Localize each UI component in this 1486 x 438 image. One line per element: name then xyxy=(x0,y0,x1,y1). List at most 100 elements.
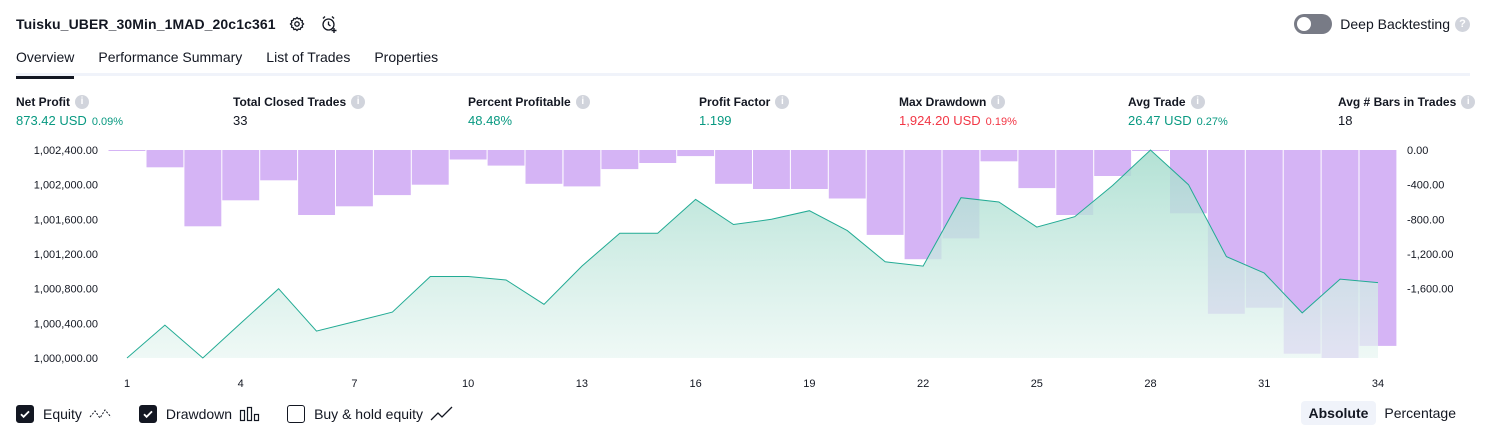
deep-backtesting-label: Deep Backtesting xyxy=(1340,16,1450,32)
alarm-clock-plus-icon[interactable] xyxy=(318,13,340,35)
tab-overview[interactable]: Overview xyxy=(16,46,74,76)
equity-tick-label: 1,002,400.00 xyxy=(34,145,98,157)
drawdown-tick-label: -800.00 xyxy=(1407,214,1444,226)
metric-total-closed-trades: Total Closed Trades i 33 xyxy=(233,94,365,128)
help-icon[interactable]: i xyxy=(576,95,590,109)
checkbox-label: Buy & hold equity xyxy=(314,406,423,422)
metric-percent: 0.19% xyxy=(986,116,1017,128)
help-icon[interactable]: i xyxy=(75,95,89,109)
metric-value: 26.47 USD xyxy=(1128,113,1192,128)
help-icon[interactable]: ? xyxy=(1455,17,1470,32)
toggle-knob xyxy=(1297,17,1311,31)
buy-hold-checkbox[interactable]: Buy & hold equity xyxy=(287,405,454,423)
x-tick-label: 7 xyxy=(351,378,357,390)
x-tick-label: 4 xyxy=(238,378,244,390)
drawdown-bar xyxy=(1018,150,1055,188)
metric-max-drawdown: Max Drawdown i 1,924.20 USD 0.19% xyxy=(899,94,1017,128)
x-tick-label: 1 xyxy=(124,378,130,390)
drawdown-bar xyxy=(753,150,790,189)
drawdown-bar xyxy=(564,150,601,186)
drawdown-bar xyxy=(981,150,1018,161)
drawdown-tick-label: 0.00 xyxy=(1407,145,1428,157)
drawdown-bar xyxy=(450,150,487,160)
drawdown-bar xyxy=(715,150,752,184)
tab-performance-summary[interactable]: Performance Summary xyxy=(98,46,242,76)
drawdown-bar xyxy=(677,150,714,156)
drawdown-bar xyxy=(298,150,335,215)
metric-percent: 0.09% xyxy=(92,116,123,128)
drawdown-bar xyxy=(412,150,449,185)
metric-label: Max Drawdown xyxy=(899,95,986,109)
percentage-button[interactable]: Percentage xyxy=(1376,401,1464,425)
equity-checkbox[interactable]: Equity xyxy=(16,405,113,423)
scale-toggle: Absolute Percentage xyxy=(1301,401,1465,425)
drawdown-bar xyxy=(109,150,146,151)
checkbox-label: Drawdown xyxy=(166,406,232,422)
drawdown-tick-label: -400.00 xyxy=(1407,180,1444,192)
equity-drawdown-chart[interactable]: 1,002,400.00 1,002,000.00 1,001,600.00 1,00… xyxy=(0,140,1486,395)
report-tabs: Overview Performance Summary List of Tra… xyxy=(16,46,1470,76)
strategy-name: Tuisku_UBER_30Min_1MAD_20c1c361 xyxy=(16,16,276,32)
equity-y-axis: 1,002,400.00 1,002,000.00 1,001,600.00 1,00… xyxy=(34,145,98,365)
metric-label: Net Profit xyxy=(16,95,70,109)
checkbox-box[interactable] xyxy=(287,405,305,423)
metric-value: 873.42 USD xyxy=(16,113,87,128)
trade-x-axis: 1 4 7 10 13 16 19 22 25 28 31 34 xyxy=(124,378,1384,390)
drawdown-bar xyxy=(488,150,525,166)
strategy-header: Tuisku_UBER_30Min_1MAD_20c1c361 xyxy=(16,12,340,36)
equity-tick-label: 1,000,000.00 xyxy=(34,353,98,365)
help-icon[interactable]: i xyxy=(991,95,1005,109)
metric-value: 33 xyxy=(233,113,247,128)
drawdown-checkbox[interactable]: Drawdown xyxy=(139,405,261,423)
drawdown-bar xyxy=(147,150,184,167)
drawdown-bar xyxy=(222,150,259,200)
buy-hold-line-icon xyxy=(430,406,454,422)
deep-backtesting-toggle[interactable] xyxy=(1294,14,1332,34)
checkbox-box[interactable] xyxy=(16,405,34,423)
x-tick-label: 25 xyxy=(1031,378,1043,390)
drawdown-y-axis: 0.00 -400.00 -800.00 -1,200.00 -1,600.00 xyxy=(1407,145,1453,296)
drawdown-bar xyxy=(639,150,676,163)
x-tick-label: 34 xyxy=(1372,378,1384,390)
metric-label: Profit Factor xyxy=(699,95,770,109)
equity-line-icon xyxy=(89,406,113,422)
x-tick-label: 16 xyxy=(690,378,702,390)
absolute-button[interactable]: Absolute xyxy=(1301,401,1377,425)
drawdown-bar xyxy=(1056,150,1093,215)
deep-backtesting: Deep Backtesting ? xyxy=(1294,12,1470,36)
x-tick-label: 10 xyxy=(462,378,474,390)
x-tick-label: 19 xyxy=(803,378,815,390)
help-icon[interactable]: i xyxy=(1461,95,1475,109)
x-tick-label: 31 xyxy=(1258,378,1270,390)
checkbox-box[interactable] xyxy=(139,405,157,423)
drawdown-bar xyxy=(184,150,221,226)
drawdown-tick-label: -1,600.00 xyxy=(1407,284,1453,296)
chart-legend: Equity Drawdown Buy & hold equity xyxy=(16,403,480,425)
help-icon[interactable]: i xyxy=(351,95,365,109)
tab-properties[interactable]: Properties xyxy=(374,46,438,76)
metric-profit-factor: Profit Factor i 1.199 xyxy=(699,94,789,128)
metric-value: 1.199 xyxy=(699,113,732,128)
equity-tick-label: 1,001,600.00 xyxy=(34,214,98,226)
metric-value: 48.48% xyxy=(468,113,512,128)
x-tick-label: 22 xyxy=(917,378,929,390)
drawdown-bars-icon xyxy=(239,406,261,422)
metric-percent-profitable: Percent Profitable i 48.48% xyxy=(468,94,590,128)
drawdown-bar xyxy=(601,150,638,169)
metric-value: 18 xyxy=(1338,113,1352,128)
equity-tick-label: 1,000,400.00 xyxy=(34,318,98,330)
drawdown-bar xyxy=(867,150,904,235)
metric-label: Avg Trade xyxy=(1128,95,1186,109)
metric-avg-trade: Avg Trade i 26.47 USD 0.27% xyxy=(1128,94,1228,128)
metric-value: 1,924.20 USD xyxy=(899,113,981,128)
gear-icon[interactable] xyxy=(286,13,308,35)
help-icon[interactable]: i xyxy=(1191,95,1205,109)
equity-tick-label: 1,001,200.00 xyxy=(34,249,98,261)
help-icon[interactable]: i xyxy=(775,95,789,109)
tab-list-of-trades[interactable]: List of Trades xyxy=(266,46,350,76)
drawdown-bar xyxy=(374,150,411,195)
x-tick-label: 28 xyxy=(1144,378,1156,390)
metric-percent: 0.27% xyxy=(1197,116,1228,128)
equity-tick-label: 1,002,000.00 xyxy=(34,180,98,192)
equity-tick-label: 1,000,800.00 xyxy=(34,284,98,296)
